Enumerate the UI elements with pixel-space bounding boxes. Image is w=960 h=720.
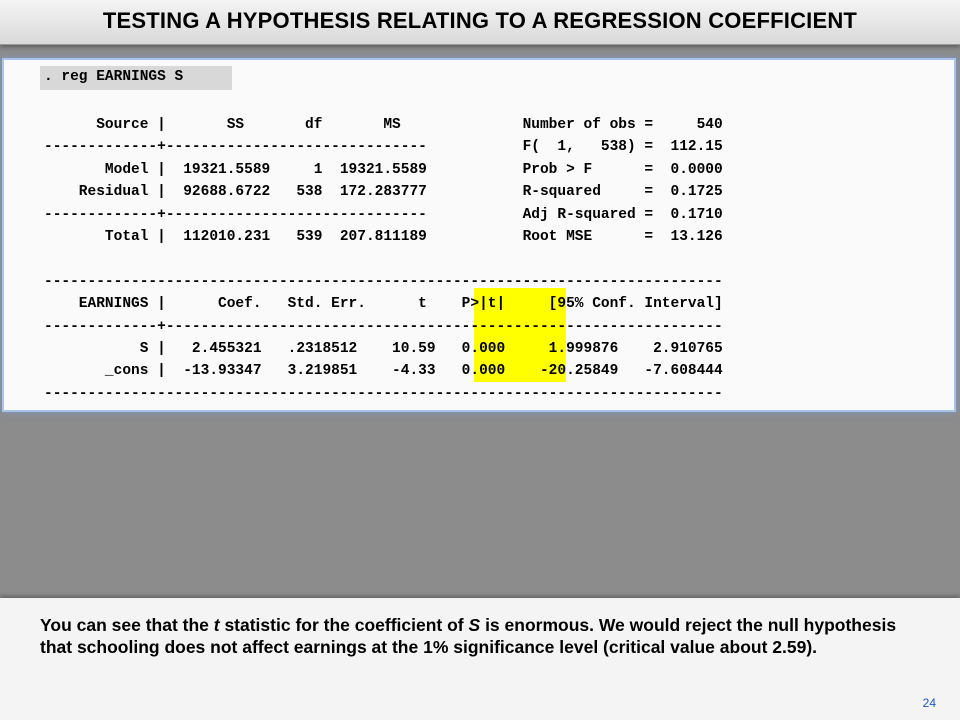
anova-line-4: Residual | 92688.6722 538 172.283777 R-s… (44, 184, 723, 201)
stata-command: . reg EARNINGS S (44, 69, 184, 85)
t-column-highlight (474, 288, 566, 382)
anova-line-5: -------------+--------------------------… (44, 206, 723, 223)
slide-title: TESTING A HYPOTHESIS RELATING TO A REGRE… (102, 8, 858, 33)
anova-line-6: Total | 112010.231 539 207.811189 Root M… (44, 229, 723, 245)
caption-part-1: You can see that the (40, 615, 214, 635)
caption-text: You can see that the t statistic for the… (40, 614, 920, 658)
coef-line-3: -------------+--------------------------… (44, 318, 723, 335)
title-bar: TESTING A HYPOTHESIS RELATING TO A REGRE… (0, 0, 960, 45)
anova-line-2: -------------+--------------------------… (44, 139, 723, 156)
coef-line-5: _cons | -13.93347 3.219851 -4.33 0.000 -… (44, 363, 723, 380)
command-box (40, 66, 232, 90)
caption-part-2: statistic for the coefficient of (219, 615, 469, 635)
caption-t-symbol: t (213, 615, 220, 635)
caption-s-symbol: S (468, 615, 481, 635)
coef-line-2: EARNINGS | Coef. Std. Err. t P>|t| [95% … (44, 296, 723, 313)
coef-line-1: ----------------------------------------… (44, 273, 723, 290)
caption-part-3: is enormous. We would reject the null hy… (40, 615, 897, 657)
stata-output-panel: . reg EARNINGS S Source | SS df MS Numbe… (2, 58, 956, 412)
page-number: 24 (922, 696, 936, 710)
coef-line-6: ----------------------------------------… (44, 385, 723, 402)
caption-band (0, 598, 960, 720)
coef-line-4: S | 2.455321 .2318512 10.59 0.000 1.9998… (44, 341, 723, 357)
anova-line-3: Model | 19321.5589 1 19321.5589 Prob > F… (44, 161, 723, 178)
anova-line-1: Source | SS df MS Number of obs = 540 (44, 117, 723, 133)
